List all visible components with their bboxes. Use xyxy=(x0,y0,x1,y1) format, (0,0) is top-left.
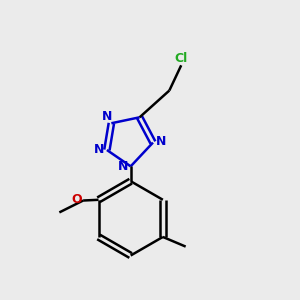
Text: O: O xyxy=(72,193,83,206)
Text: N: N xyxy=(156,135,166,148)
Text: N: N xyxy=(102,110,112,123)
Text: Cl: Cl xyxy=(175,52,188,65)
Text: N: N xyxy=(94,143,104,156)
Text: N: N xyxy=(118,160,128,173)
